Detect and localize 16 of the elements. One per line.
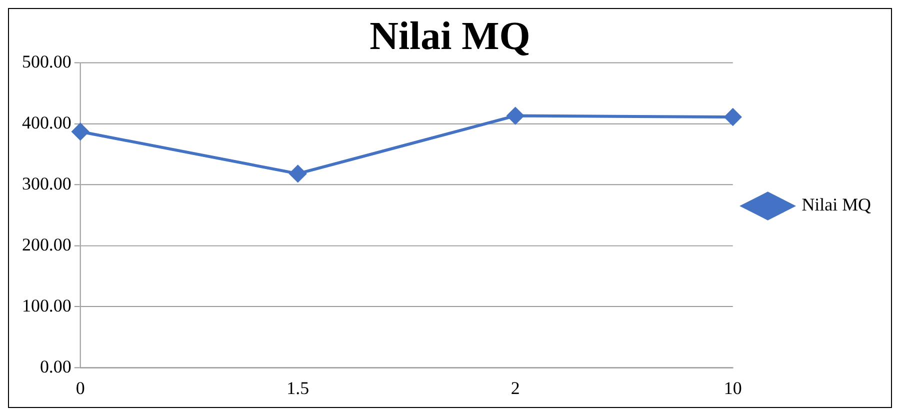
point xyxy=(506,107,524,124)
x-tick-label: 1.5 xyxy=(286,378,310,398)
legend-label: Nilai MQ xyxy=(802,194,872,215)
y-tick-label: 300.00 xyxy=(22,173,72,194)
point xyxy=(724,108,742,126)
y-tick-label: 400.00 xyxy=(22,112,72,132)
chart-title: Nilai MQ xyxy=(370,13,530,58)
x-tick-label: 2 xyxy=(510,378,520,398)
y-tick-label: 500.00 xyxy=(22,51,72,72)
y-tick-label: 100.00 xyxy=(22,295,72,316)
x-tick-label: 0 xyxy=(76,378,85,398)
point xyxy=(72,123,89,140)
y-tick-label: 0.00 xyxy=(40,356,72,376)
y-tick-label: 200.00 xyxy=(22,234,72,254)
point xyxy=(289,165,306,182)
x-tick-label: 10 xyxy=(724,378,742,398)
